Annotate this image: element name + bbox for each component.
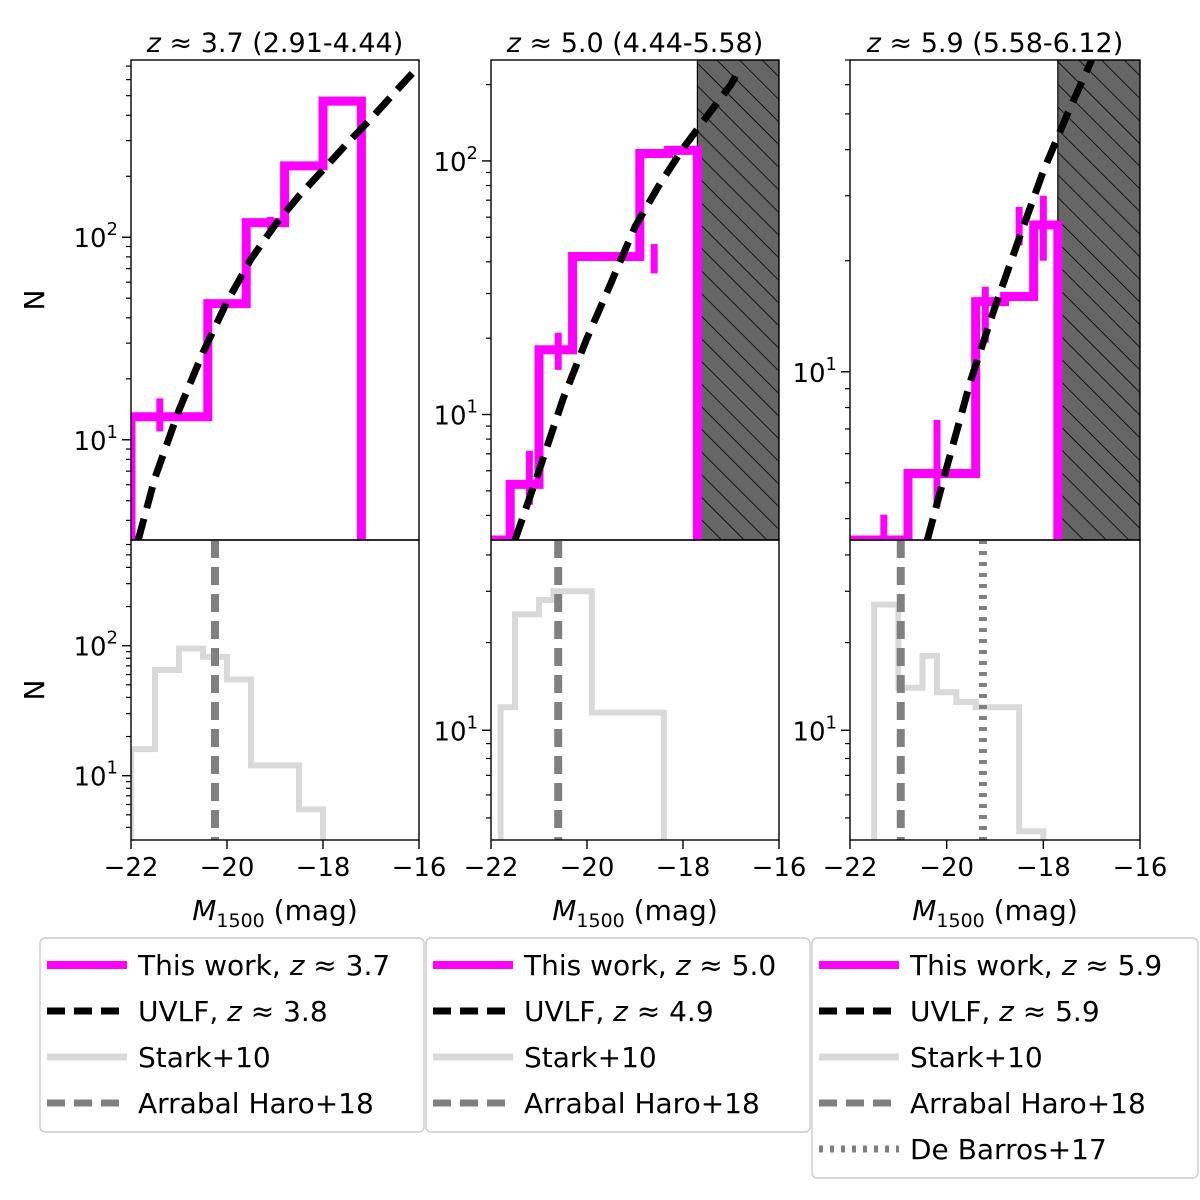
y-tick-label: 101 [433,712,478,747]
panel-3: 101 z ≈ 5.9 (5.58-6.12) [792,28,1141,541]
x-tick-label: −16 [392,853,447,883]
legend-label: This work, z ≈ 5.0 [523,949,776,982]
y-tick-label: 102 [73,628,118,663]
excluded-region-hatch [1057,60,1140,540]
panel-title: z ≈ 5.9 (5.58-6.12) [866,28,1124,59]
plot-area [131,63,419,540]
legend-label: Arrabal Haro+18 [138,1087,374,1120]
x-tick-label: −20 [919,853,974,883]
x-tick-label: −22 [104,853,159,883]
x-tick-label: −18 [656,853,711,883]
y-tick-label: 102 [73,219,118,254]
legend-box [811,937,1199,1179]
x-tick-label: −20 [200,853,255,883]
legend-label: UVLF, z ≈ 3.8 [138,995,328,1028]
x-tick-label: −20 [560,853,615,883]
y-tick-label: 101 [792,354,837,389]
plot-area [491,60,779,540]
legend-label: De Barros+17 [910,1133,1107,1166]
y-tick-label: 101 [73,758,118,793]
x-axis-label: M1500 (mag) [192,894,358,932]
legend-2: This work, z ≈ 5.0 UVLF, z ≈ 4.9 Stark+10 A… [425,937,811,1133]
y-axis-label: N [18,680,51,701]
x-axis-label: M1500 (mag) [912,894,1078,932]
axes-frame [849,539,1141,841]
histogram-this-work-z-3-7 [131,96,366,540]
x-tick-label: −18 [1016,853,1071,883]
legend-box [425,937,811,1133]
model-curve-uvlf [134,63,419,540]
legend-label: Arrabal Haro+18 [524,1087,760,1120]
legend-3: This work, z ≈ 5.9 UVLF, z ≈ 5.9 Stark+10 A… [811,937,1199,1179]
panel-5: 101 −22 −20 −18 −16 M1500 (mag) [433,539,807,932]
legend-label: UVLF, z ≈ 4.9 [524,995,714,1028]
excluded-region-hatch [696,60,779,540]
histogram-stark-10 [131,645,326,840]
histogram-stark-10 [871,601,1047,840]
x-tick-label: −22 [464,853,519,883]
legend-label: Stark+10 [524,1041,657,1074]
y-axis-label: N [18,290,51,311]
plot-area [850,60,1140,540]
y-tick-label: 101 [792,712,837,747]
x-tick-label: −18 [296,853,351,883]
legend-1: This work, z ≈ 3.7 UVLF, z ≈ 3.8 Stark+10 A… [39,937,425,1133]
y-tick-label: 101 [73,422,118,457]
model-curve-uvlf [923,60,1095,540]
axes-frame [130,59,420,541]
model-curve-uvlf [511,65,744,540]
plot-area [497,540,667,840]
panel-2: 101 102 z ≈ 5.0 (4.44-5.58) [433,28,780,541]
histogram-this-work-z-5-9 [850,220,1063,540]
histogram-stark-10 [497,588,667,840]
legend-label: Stark+10 [138,1041,271,1074]
panel-title: z ≈ 3.7 (2.91-4.44) [146,28,404,59]
x-tick-label: −16 [1113,853,1168,883]
histogram-this-work-z-5-0 [491,145,702,540]
panel-1: 101 102 z ≈ 3.7 (2.91-4.44) N [18,28,420,541]
y-tick-label: 101 [433,397,478,432]
legend-label: Arrabal Haro+18 [910,1087,1146,1120]
axes-frame [130,539,420,841]
legend-label: This work, z ≈ 5.9 [909,949,1162,982]
axes-frame [490,539,780,841]
plot-area [871,540,1047,840]
x-tick-label: −22 [823,853,878,883]
y-tick-label: 102 [433,143,478,178]
legend-label: UVLF, z ≈ 5.9 [910,995,1100,1028]
panel-6: 101 −22 −20 −18 −16 M1500 (mag) [792,539,1168,932]
panel-title: z ≈ 5.0 (4.44-5.58) [506,28,764,59]
plot-area [131,540,326,840]
x-tick-label: −16 [752,853,807,883]
legend-box [39,937,425,1133]
legend-label: Stark+10 [910,1041,1043,1074]
legend-label: This work, z ≈ 3.7 [137,949,390,982]
panel-4: 101 102 −22 −20 −18 −16 M1500 (mag) N [18,539,447,932]
x-axis-label: M1500 (mag) [552,894,718,932]
